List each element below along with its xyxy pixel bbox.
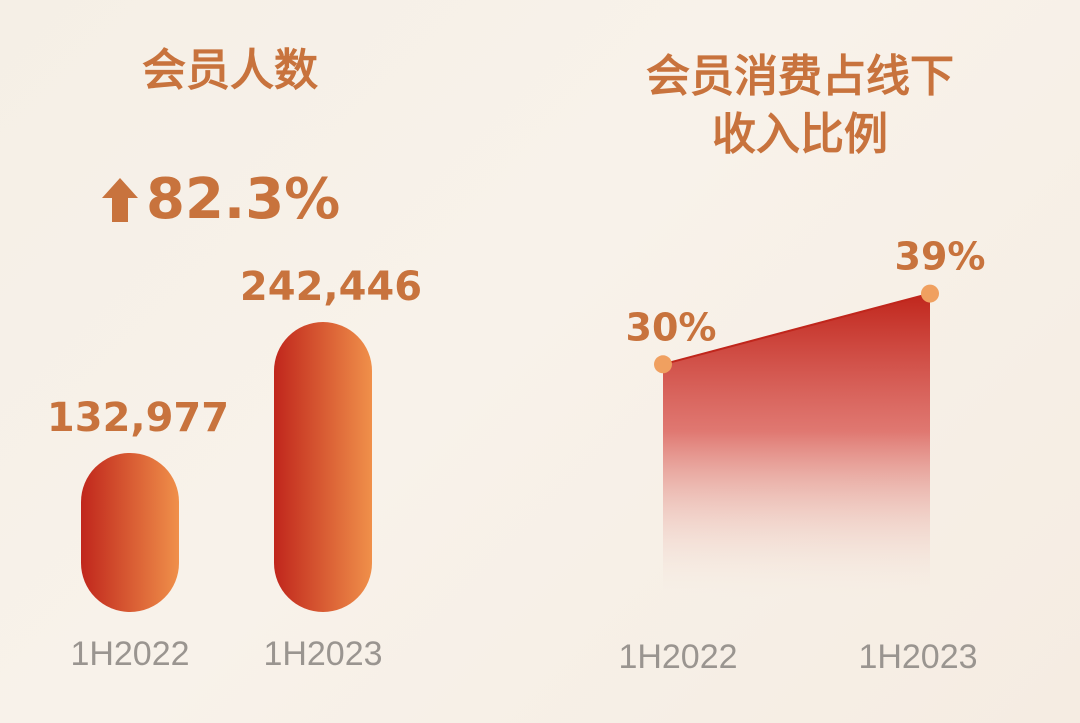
member-ratio-title: 会员消费占线下 收入比例 xyxy=(590,48,1010,164)
bar-value-label-1h2022: 132,977 xyxy=(47,395,229,441)
member-ratio-title-line1: 会员消费占线下 xyxy=(646,51,954,102)
area-category-label-1h2023: 1H2023 xyxy=(858,638,977,676)
growth-rate: 82.3% xyxy=(100,168,340,232)
bar-value-label-1h2023: 242,446 xyxy=(240,264,422,310)
area-point-1h2023 xyxy=(921,284,939,303)
bar-1h2023 xyxy=(274,322,372,612)
member-count-title: 会员人数 xyxy=(142,45,318,96)
arrow-up-icon xyxy=(102,178,138,222)
area-chart: 30% 39% 1H2022 1H2023 xyxy=(618,235,985,676)
member-ratio-title-line2: 收入比例 xyxy=(712,109,888,160)
area-value-label-1h2023: 39% xyxy=(895,235,986,279)
area-line xyxy=(662,292,931,366)
bar-category-label-1h2022: 1H2022 xyxy=(70,635,189,673)
bar-1h2022 xyxy=(81,452,179,612)
growth-rate-value: 82.3% xyxy=(146,167,341,232)
bar-chart: 132,977 1H2022 242,446 1H2023 xyxy=(47,264,422,673)
area-category-label-1h2022: 1H2022 xyxy=(618,638,737,676)
bar-category-label-1h2023: 1H2023 xyxy=(263,635,382,673)
area-value-label-1h2022: 30% xyxy=(626,305,717,349)
area-fill xyxy=(663,293,930,600)
area-point-1h2022 xyxy=(654,355,672,374)
